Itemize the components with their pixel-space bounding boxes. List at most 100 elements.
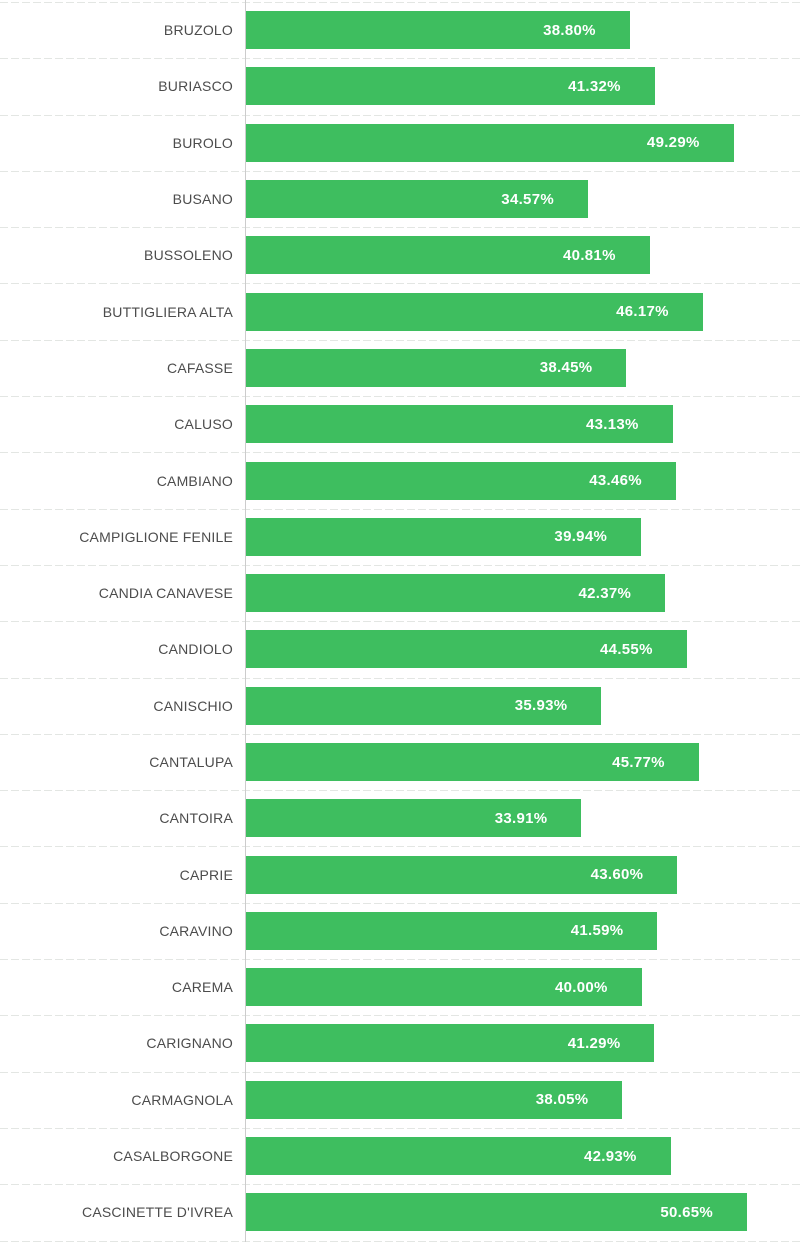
value-bar[interactable]: 44.55% [246,630,687,669]
value-bar[interactable]: 50.65% [246,1193,748,1232]
chart-row: CANISCHIO 35.93% [0,677,800,734]
chart-row: CANDIA CANAVESE 42.37% [0,564,800,621]
value-bar[interactable]: 43.13% [246,405,673,444]
value-label: 41.59% [570,922,624,940]
chart-row: CARMAGNOLA 38.05% [0,1071,800,1128]
chart-row: CAFASSE 38.45% [0,339,800,396]
bar-track: 39.94% [246,517,800,556]
chart-row: CAREMA 40.00% [0,959,800,1015]
chart-row: CAMPIGLIONE FENILE 39.94% [0,508,800,565]
value-label: 49.29% [646,134,700,152]
category-label: CAPRIE [179,866,233,883]
bar-track: 43.46% [246,461,800,500]
chart-row: BURIASCO 41.32% [0,58,800,114]
category-label: CANDIA CANAVESE [98,585,233,602]
value-label: 41.29% [567,1034,621,1052]
category-label: CAMPIGLIONE FENILE [79,528,233,545]
bar-track: 43.60% [246,855,800,894]
value-bar[interactable]: 49.29% [246,123,734,162]
value-bar[interactable]: 35.93% [246,686,602,725]
value-bar[interactable]: 39.94% [246,517,642,556]
chart-row: BUSSOLENO 40.81% [0,227,800,283]
value-bar[interactable]: 42.93% [246,1137,671,1176]
bar-track: 42.93% [246,1137,800,1176]
bar-track: 46.17% [246,292,800,331]
bar-track: 44.55% [246,630,800,669]
value-bar[interactable]: 46.17% [246,292,703,331]
value-bar[interactable]: 43.60% [246,855,678,894]
value-label: 35.93% [514,697,568,715]
category-label: BUROLO [172,134,233,151]
value-bar[interactable]: 42.37% [246,574,666,613]
chart-row: CARAVINO 41.59% [0,902,800,959]
bar-track: 40.81% [246,236,800,275]
chart-row: BUROLO 49.29% [0,114,800,171]
value-bar[interactable]: 41.59% [246,911,658,950]
bar-track: 49.29% [246,123,800,162]
value-label: 33.91% [494,809,548,827]
value-label: 43.46% [589,472,642,490]
chart-row: CASALBORGONE 42.93% [0,1127,800,1184]
bar-track: 43.13% [246,405,800,444]
chart-row: CARIGNANO 41.29% [0,1015,800,1071]
chart-row: BUSANO 34.57% [0,170,800,227]
bar-track: 41.59% [246,911,800,950]
chart-row: CASCINETTE D'IVREA 50.65% [0,1184,800,1240]
chart-row: CALUSO 43.13% [0,396,800,452]
chart-row: CAMBIANO 43.46% [0,452,800,508]
category-label: CAMBIANO [156,472,233,489]
bar-track: 50.65% [246,1193,800,1232]
value-bar[interactable]: 43.46% [246,461,676,500]
value-label: 40.81% [563,246,616,264]
y-axis-line [245,0,246,1242]
category-label: CARMAGNOLA [131,1091,233,1108]
bar-track: 42.37% [246,574,800,613]
value-label: 46.17% [616,303,669,321]
value-label: 40.00% [555,978,608,996]
bar-track: 33.91% [246,799,800,838]
bar-track: 40.00% [246,968,800,1007]
value-label: 38.45% [539,359,593,377]
chart-row: BUTTIGLIERA ALTA 46.17% [0,283,800,339]
chart-row: BRUZOLO 38.80% [0,2,800,58]
bar-track: 41.29% [246,1024,800,1063]
value-bar[interactable]: 45.77% [246,743,699,781]
chart-row: CANTOIRA 33.91% [0,790,800,846]
value-bar[interactable]: 33.91% [246,799,582,838]
value-label: 39.94% [554,528,608,546]
category-label: BRUZOLO [163,22,233,39]
value-label: 41.32% [568,77,621,95]
value-label: 38.80% [543,21,596,39]
value-label: 42.93% [584,1147,637,1165]
value-bar[interactable]: 41.29% [246,1024,655,1063]
value-bar[interactable]: 38.05% [246,1080,623,1119]
category-label: BUSSOLENO [144,247,233,264]
bar-track: 35.93% [246,686,800,725]
value-bar[interactable]: 34.57% [246,180,588,219]
value-bar[interactable]: 40.81% [246,236,650,275]
bar-track: 41.32% [246,67,800,106]
category-label: CALUSO [174,416,233,433]
value-label: 45.77% [612,753,665,771]
value-label: 42.37% [578,584,632,602]
value-label: 44.55% [600,640,653,658]
category-label: CARAVINO [159,922,233,939]
value-bar[interactable]: 40.00% [246,968,642,1007]
category-label: CAFASSE [167,359,233,376]
value-bar[interactable]: 38.45% [246,348,627,387]
chart-row: CANTALUPA 45.77% [0,733,800,790]
value-label: 43.60% [590,866,644,884]
category-label: CANISCHIO [153,697,233,714]
value-label: 34.57% [501,190,554,208]
category-label: CANTALUPA [149,754,233,770]
category-label: CASALBORGONE [113,1148,233,1165]
value-label: 43.13% [585,415,639,433]
category-label: CASCINETTE D'IVREA [82,1204,233,1221]
category-label: CANTOIRA [159,810,233,827]
category-label: BUSANO [172,191,233,208]
bar-track: 38.05% [246,1080,800,1119]
value-bar[interactable]: 38.80% [246,11,630,50]
value-bar[interactable]: 41.32% [246,67,655,106]
